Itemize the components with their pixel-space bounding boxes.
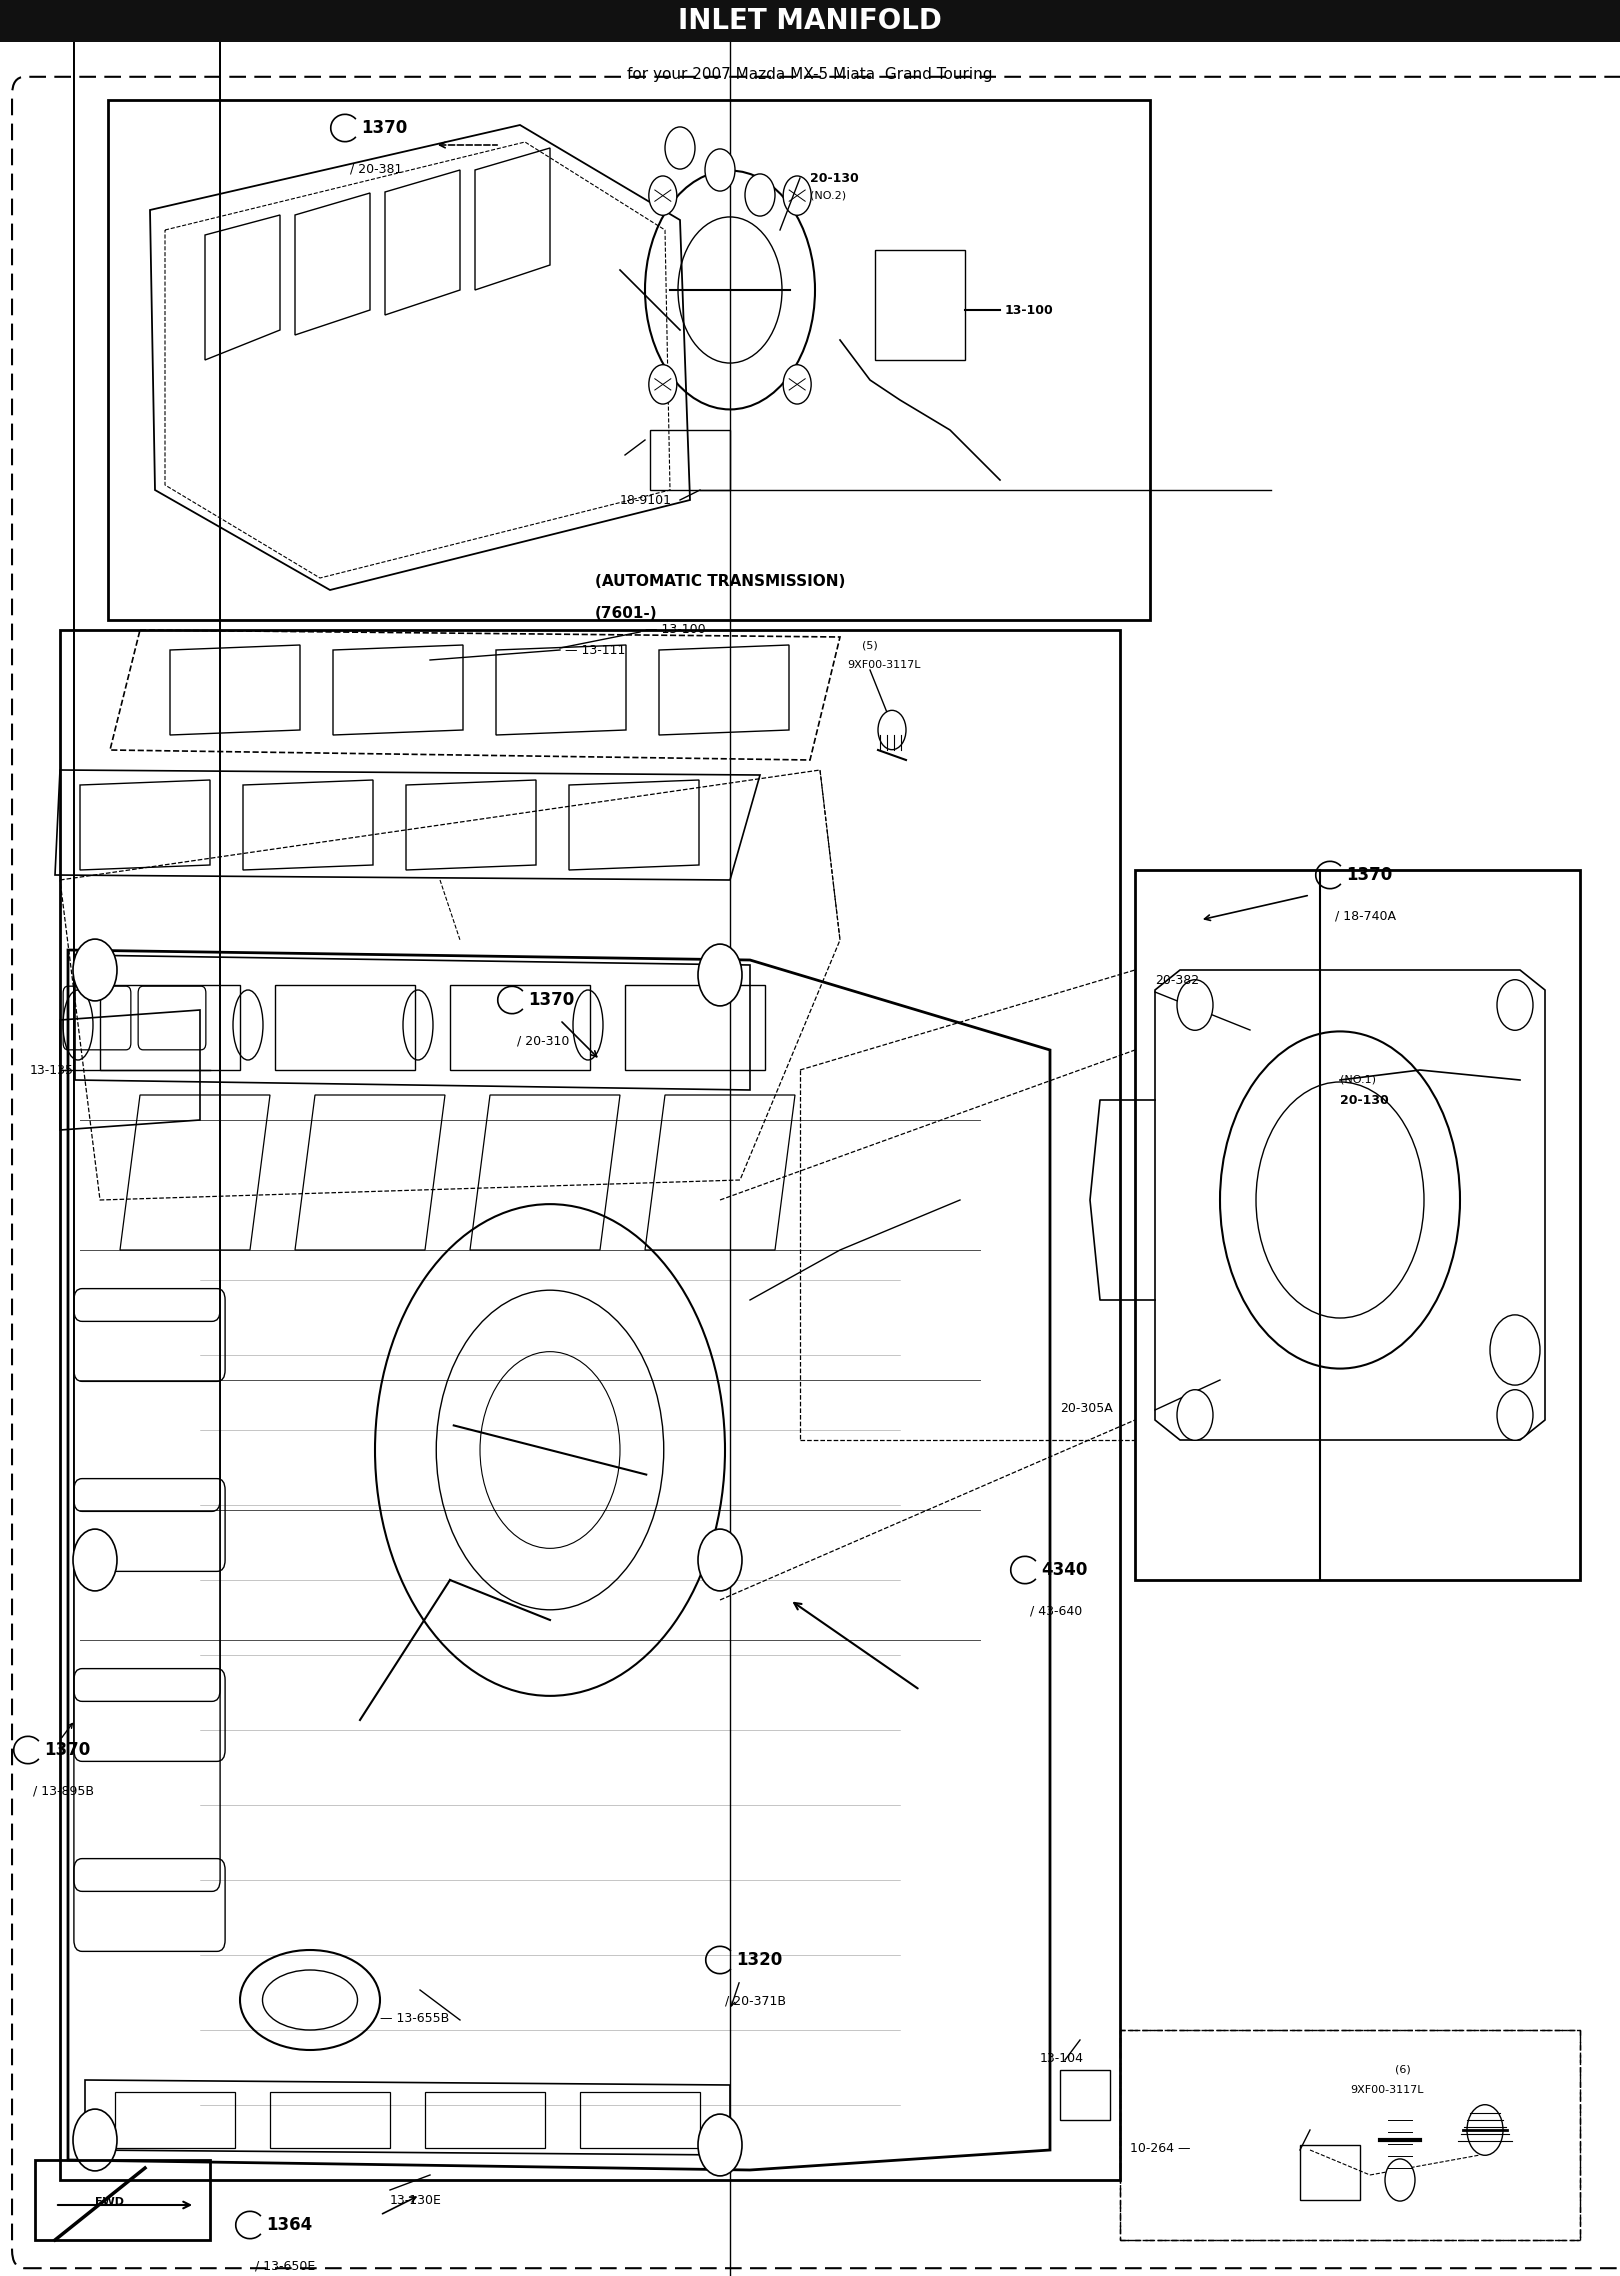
Text: (NO.2): (NO.2) — [810, 191, 846, 200]
Circle shape — [664, 127, 695, 168]
Text: (AUTOMATIC TRANSMISSION): (AUTOMATIC TRANSMISSION) — [595, 574, 846, 589]
Text: 20-305A: 20-305A — [1059, 1402, 1113, 1413]
Circle shape — [650, 175, 677, 216]
Text: 20-130: 20-130 — [810, 171, 859, 184]
Text: 1320: 1320 — [735, 1951, 782, 1969]
Text: / 20-371B: / 20-371B — [724, 1994, 786, 2007]
Text: 9XF00-3117L: 9XF00-3117L — [1349, 2085, 1424, 2094]
Circle shape — [1497, 1391, 1533, 1441]
Text: 13-135: 13-135 — [31, 1063, 75, 1077]
Text: — 13-655B: — 13-655B — [381, 2012, 449, 2023]
Circle shape — [698, 945, 742, 1006]
Text: INLET MANIFOLD: INLET MANIFOLD — [679, 7, 941, 34]
Bar — [60, 630, 1119, 2180]
Text: FWD: FWD — [96, 2196, 125, 2208]
Text: 20-382: 20-382 — [1155, 974, 1199, 986]
Text: (6): (6) — [1395, 2064, 1411, 2076]
Text: 1370: 1370 — [361, 118, 408, 137]
Circle shape — [878, 710, 906, 749]
Text: 13-130E: 13-130E — [390, 2194, 442, 2205]
Circle shape — [782, 175, 812, 216]
Text: / 43-640: / 43-640 — [1030, 1605, 1082, 1618]
Circle shape — [1497, 979, 1533, 1031]
Circle shape — [650, 364, 677, 405]
Circle shape — [745, 173, 774, 216]
Text: 1364: 1364 — [266, 2217, 313, 2235]
Text: (NO.1): (NO.1) — [1340, 1074, 1375, 1086]
Text: 10-264 —: 10-264 — — [1131, 2142, 1191, 2155]
Circle shape — [1178, 979, 1213, 1031]
Text: — 13-100: — 13-100 — [645, 624, 706, 637]
Text: 13-100: 13-100 — [1004, 303, 1053, 316]
Text: for your 2007 Mazda MX-5 Miata  Grand Touring: for your 2007 Mazda MX-5 Miata Grand Tou… — [627, 68, 993, 82]
Text: 9XF00-3117L: 9XF00-3117L — [847, 660, 920, 669]
Circle shape — [73, 2110, 117, 2171]
Text: 1370: 1370 — [1346, 865, 1393, 883]
Bar — [1119, 2030, 1580, 2240]
Circle shape — [1490, 1316, 1541, 1386]
Circle shape — [705, 148, 735, 191]
Text: (7601-): (7601-) — [595, 605, 658, 621]
Text: 4340: 4340 — [1042, 1561, 1087, 1580]
Text: / 13-895B: / 13-895B — [32, 1784, 94, 1798]
Text: (5): (5) — [862, 640, 878, 651]
Text: / 13-650E: / 13-650E — [254, 2260, 316, 2271]
Circle shape — [73, 940, 117, 1001]
Text: 1370: 1370 — [44, 1741, 91, 1759]
Bar — [0, 0, 1620, 41]
Text: / 20-381: / 20-381 — [350, 162, 402, 175]
Text: 18-9101: 18-9101 — [620, 494, 672, 508]
Circle shape — [73, 1529, 117, 1591]
Text: / 20-310: / 20-310 — [517, 1036, 569, 1047]
Bar — [109, 100, 1150, 619]
Text: 1370: 1370 — [528, 990, 575, 1008]
Circle shape — [698, 2114, 742, 2176]
Circle shape — [698, 1529, 742, 1591]
Circle shape — [782, 364, 812, 405]
Text: 13-104: 13-104 — [1040, 2051, 1084, 2064]
Bar — [1136, 869, 1580, 1580]
Circle shape — [1385, 2160, 1414, 2201]
Circle shape — [1468, 2105, 1503, 2155]
Text: 20-130: 20-130 — [1340, 1092, 1388, 1106]
Text: / 18-740A: / 18-740A — [1335, 910, 1396, 922]
Text: — 13-111: — 13-111 — [565, 644, 625, 655]
Circle shape — [1178, 1391, 1213, 1441]
